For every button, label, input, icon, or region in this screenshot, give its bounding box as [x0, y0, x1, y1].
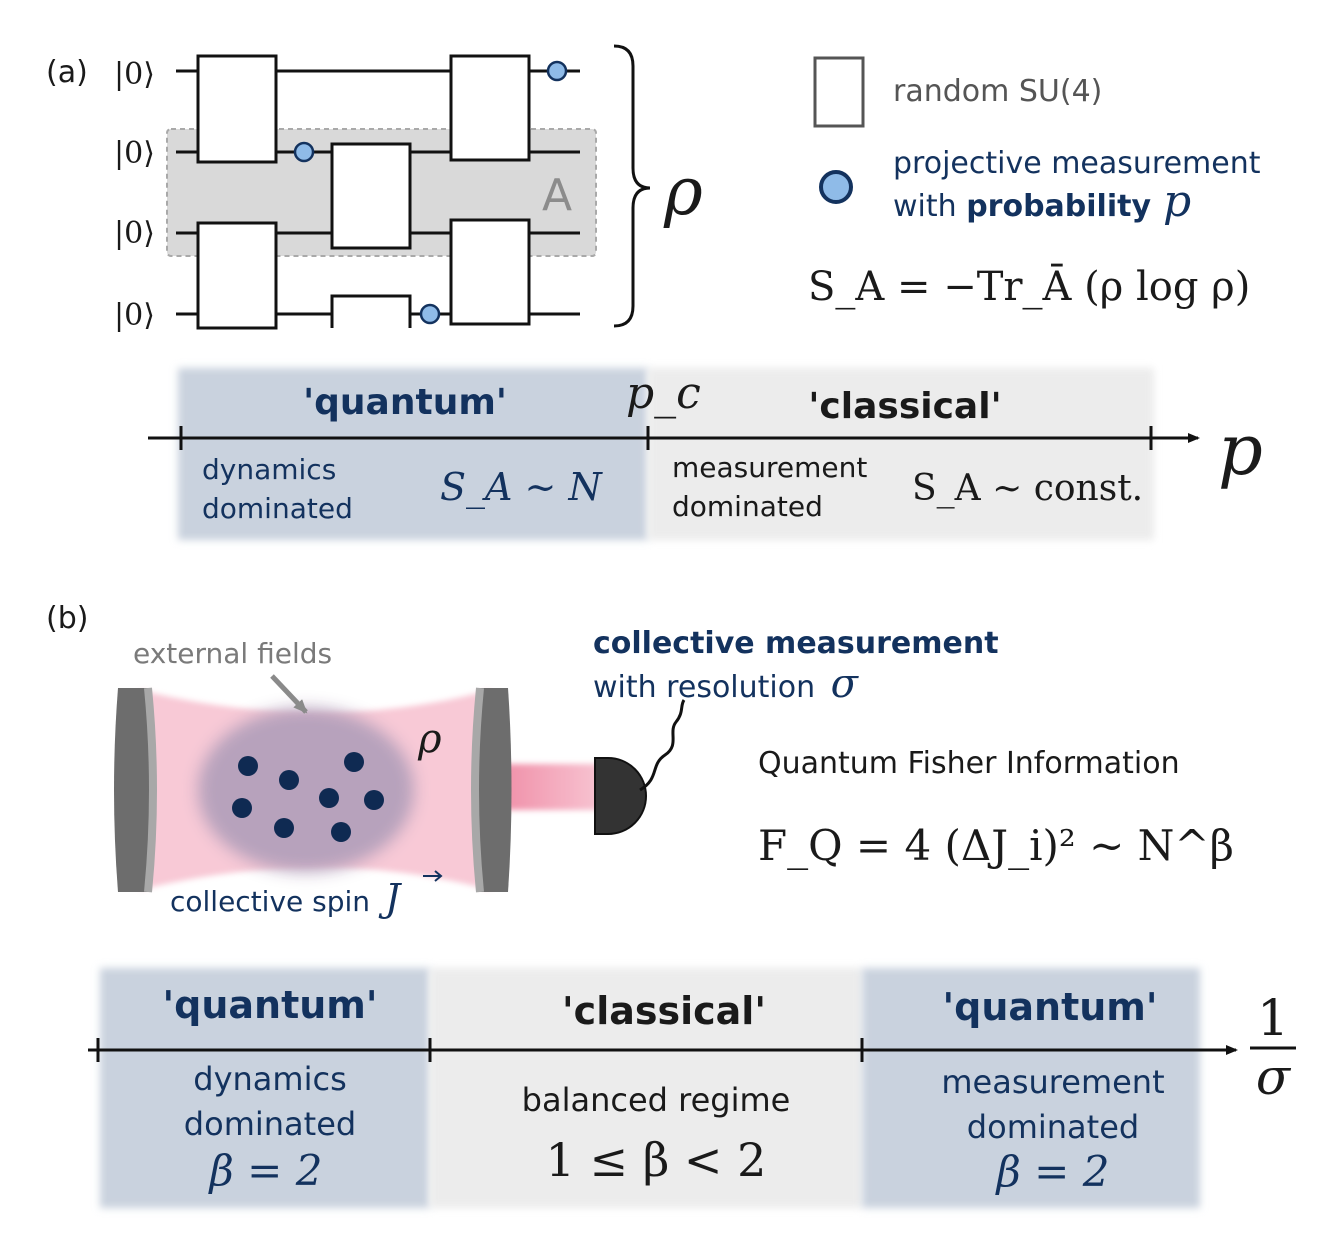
axis-b-right-title: 'quantum'	[942, 985, 1157, 1029]
legend-with: with	[893, 189, 966, 224]
axis-a-quantum-line1: dynamics	[202, 453, 336, 486]
measurement-dot	[419, 303, 441, 325]
axis-b-right-line1: measurement	[941, 1063, 1164, 1101]
axis-b-quantum-right	[862, 968, 1200, 1208]
atom	[364, 790, 384, 810]
spin-vector-arrow	[423, 870, 443, 882]
ket-label: |0⟩	[114, 136, 155, 171]
gate-partial	[330, 294, 412, 328]
ket-label: |0⟩	[114, 57, 155, 92]
axis-a-quantum-line2: dominated	[202, 492, 353, 525]
ket-label: |0⟩	[114, 298, 155, 333]
legend-gate-icon	[813, 56, 865, 128]
detector	[594, 757, 647, 835]
atom	[344, 752, 364, 772]
axis-b-left-line2: dominated	[184, 1105, 356, 1143]
external-fields-label: external fields	[133, 637, 332, 670]
axis-b-right-beta: β = 2	[995, 1147, 1110, 1196]
axis-a-quantum-region	[178, 368, 648, 540]
atom	[238, 756, 258, 776]
output-beam	[500, 764, 600, 810]
subsystem-a-label: A	[542, 170, 572, 221]
collective-spin-text: collective spin	[170, 885, 370, 918]
axis-a-variable: p	[1218, 409, 1263, 491]
axis-b-quantum-left	[100, 968, 430, 1208]
su4-gates	[196, 54, 531, 330]
sigma-symbol: σ	[831, 661, 860, 707]
external-fields-arrow	[270, 674, 308, 714]
axis-b-middle-line1: balanced regime	[522, 1081, 791, 1119]
axis-a-classical-region	[648, 368, 1154, 540]
gate	[330, 142, 412, 250]
atoms	[232, 752, 384, 842]
ket-label: |0⟩	[114, 216, 155, 251]
gate	[449, 218, 531, 326]
atom-cloud	[198, 708, 414, 872]
detector-cable	[639, 699, 686, 792]
legend-p-symbol: p	[1163, 176, 1191, 227]
axis-b-middle-beta: 1 ≤ β < 2	[546, 1133, 767, 1187]
gate	[196, 221, 278, 330]
axis-a-classical-title: 'classical'	[808, 386, 1001, 427]
panel-a-label: (a)	[46, 55, 88, 90]
axis-a-critical-label: p_c	[626, 368, 701, 419]
qfi-formula: F_Q = 4 (ΔJ_i)² ∼ N^β	[758, 821, 1234, 870]
axis-b-right-line2: dominated	[967, 1108, 1139, 1146]
collective-measurement-sub: with resolution σ	[593, 661, 860, 707]
right-mirror	[471, 687, 512, 893]
measurement-dots	[293, 60, 568, 325]
measurement-dot	[293, 141, 315, 163]
panel-b-label: (b)	[46, 601, 88, 636]
atom	[279, 770, 299, 790]
gate	[196, 54, 278, 164]
atom	[232, 798, 252, 818]
legend-probability: probability	[966, 189, 1151, 224]
axis-b-left-beta: β = 2	[208, 1146, 323, 1195]
axis-a-classical-line2: dominated	[672, 490, 823, 523]
gate	[449, 54, 531, 162]
legend-measurement-dot	[819, 170, 853, 204]
axis-a-quantum-title: 'quantum'	[303, 382, 507, 423]
axis-b-variable-den: σ	[1256, 1048, 1292, 1106]
atom	[331, 822, 351, 842]
measurement-dot	[546, 60, 568, 82]
entropy-formula: S_A = −Tr_Ā (ρ log ρ)	[808, 264, 1250, 310]
atom	[319, 788, 339, 808]
axis-b-left-line1: dynamics	[193, 1060, 346, 1098]
axis-a-classical-line1: measurement	[672, 451, 867, 484]
axis-a-quantum-scaling: S_A ∼ N	[440, 465, 603, 510]
collective-spin-label: collective spin J	[170, 876, 402, 920]
axis-b-middle-title: 'classical'	[562, 989, 766, 1033]
collective-measurement-title: collective measurement	[593, 626, 999, 661]
spin-symbol: J	[378, 876, 402, 920]
left-mirror	[114, 687, 157, 893]
axis-b-classical-middle	[430, 968, 862, 1208]
legend-measurement-line1: projective measurement	[893, 146, 1261, 181]
rho-symbol: ρ	[663, 153, 703, 230]
resolution-text: with resolution	[593, 670, 815, 705]
brace	[613, 44, 651, 328]
qfi-title: Quantum Fisher Information	[758, 746, 1180, 781]
legend-gate-text: random SU(4)	[893, 74, 1102, 109]
cavity-rho: ρ	[417, 716, 442, 762]
axis-a-classical-scaling: S_A ∼ const.	[912, 468, 1143, 509]
axis-b-left-title: 'quantum'	[162, 983, 377, 1027]
axis-b-variable-num: 1	[1257, 989, 1289, 1047]
atom	[274, 818, 294, 838]
legend-measurement-line2: with probability p	[893, 176, 1191, 227]
